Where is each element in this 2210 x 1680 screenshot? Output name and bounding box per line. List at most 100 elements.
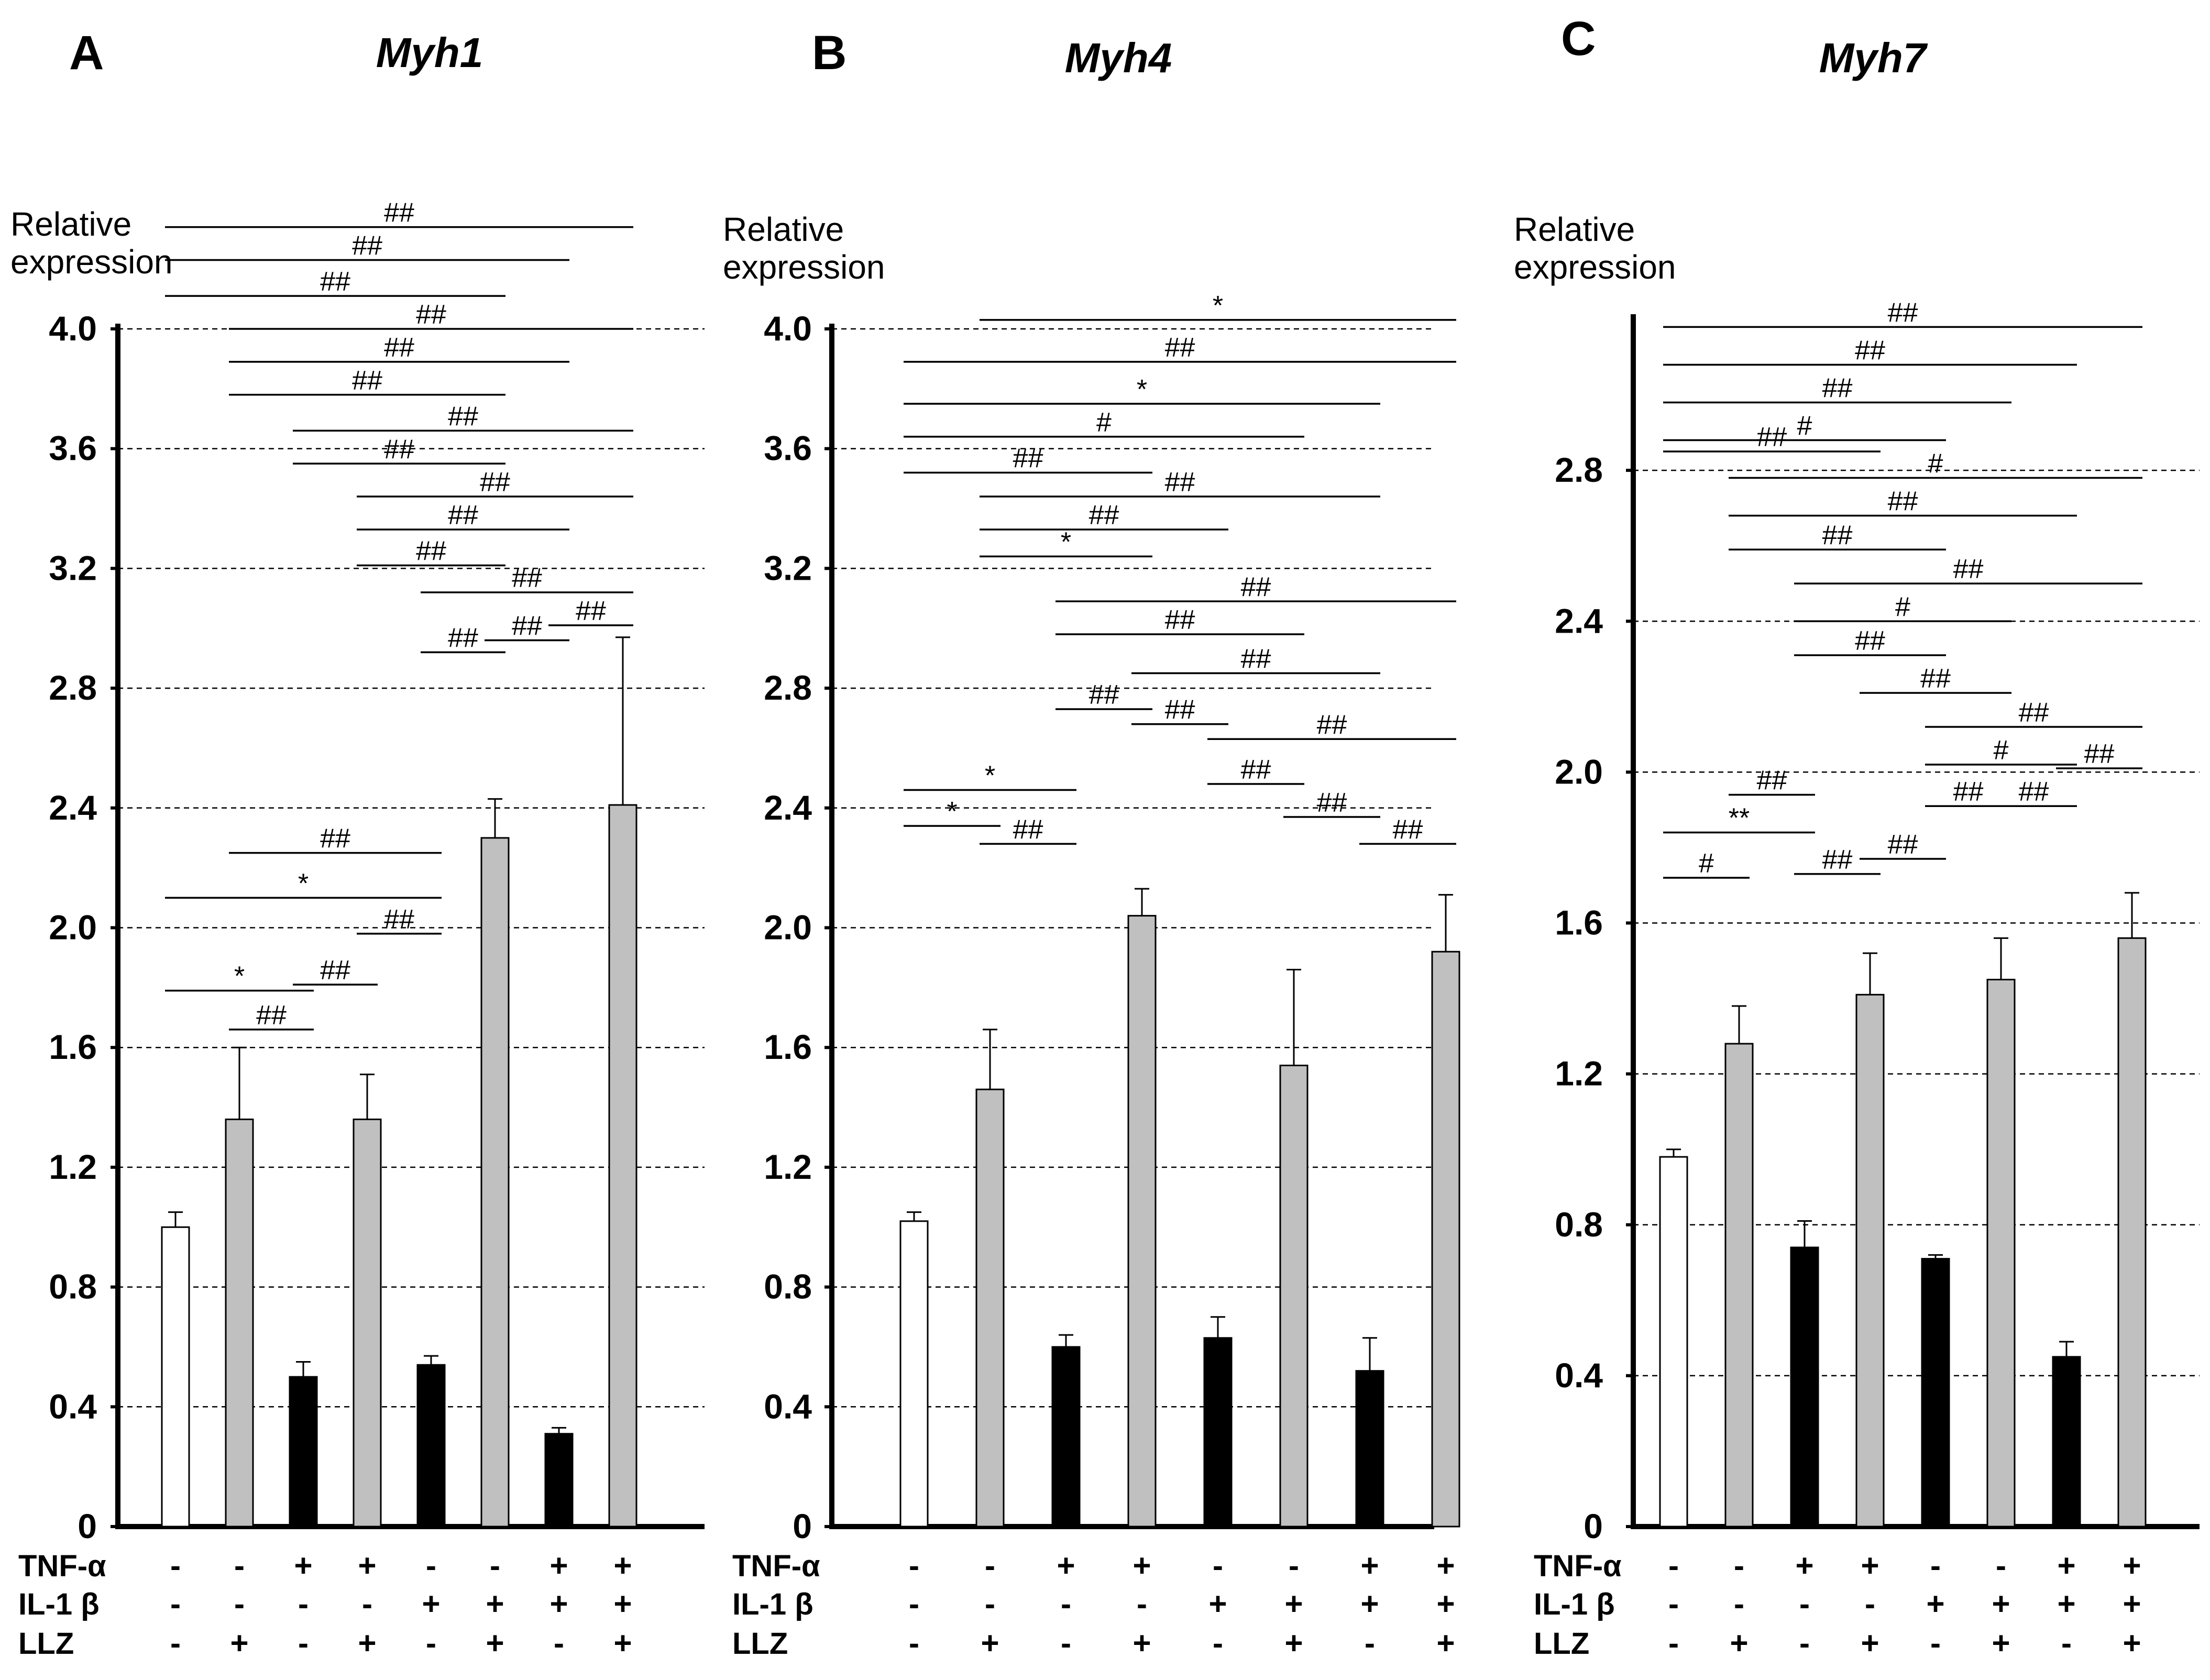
panel-c-condition-value: + xyxy=(1992,1626,2010,1661)
panel-a-tick-label: 3.6 xyxy=(49,429,97,468)
panel-b-sig-label: * xyxy=(1061,527,1071,558)
panel-c-ylabel: Relative expression xyxy=(1514,211,1676,286)
panel-b-tick-label: 2.8 xyxy=(764,668,812,707)
panel-c-condition-value: + xyxy=(1861,1548,1879,1583)
panel-b-ylabel-line1: Relative xyxy=(723,211,844,248)
panel-a-condition-value: + xyxy=(486,1626,504,1661)
panel-a-condition-value: - xyxy=(170,1586,181,1621)
panel-c-condition-value: + xyxy=(2123,1626,2141,1661)
panel-c-tick-label: 2.0 xyxy=(1555,752,1603,791)
panel-a-condition-label: TNF-α xyxy=(18,1549,106,1583)
panel-c-sig-label: ## xyxy=(1855,626,1885,656)
panel-a-bar-4 xyxy=(353,1118,382,1528)
panel-c-sig-label: ## xyxy=(1822,845,1853,875)
panel-a-sig-label: ## xyxy=(480,467,510,498)
panel-b-tick-label: 3.6 xyxy=(764,429,812,468)
panel-a-sig-label: ## xyxy=(384,904,414,935)
panel-c-condition-value: - xyxy=(2061,1626,2072,1661)
panel-b-tick-label: 2.0 xyxy=(764,908,812,947)
panel-c-bar-4 xyxy=(1855,993,1885,1528)
panel-c-tick-label: 2.8 xyxy=(1555,450,1603,489)
panel-b-sig-label: ## xyxy=(1393,814,1423,845)
panel-c-condition-value: + xyxy=(2057,1586,2075,1621)
panel-a: A Myh1 Relative expression 0 0.4 0.8 1.2 1.6… xyxy=(10,26,705,1545)
panel-a-tick-label: 4.0 xyxy=(49,309,97,348)
panel-c-sig-label: ## xyxy=(1953,554,1984,584)
panel-a-sig-label: ## xyxy=(448,401,478,432)
panel-c-ylabel-line2: expression xyxy=(1514,248,1676,286)
panel-c-condition-value: - xyxy=(1734,1586,1744,1621)
panel-c-tick-label: 1.2 xyxy=(1555,1054,1603,1093)
panel-a-tick-label: 0.4 xyxy=(49,1387,97,1425)
panel-c-tick-label: 0.4 xyxy=(1555,1356,1603,1395)
panel-c-bar-6 xyxy=(1986,979,2016,1528)
panel-a-sig-label: ## xyxy=(256,1000,287,1031)
panel-a-sig-label: ## xyxy=(320,955,350,986)
panel-b-sig-label: ## xyxy=(1165,605,1195,635)
panel-b-condition-value: + xyxy=(1057,1548,1075,1583)
panel-b-letter: B xyxy=(812,26,846,80)
panel-b-sig-label: * xyxy=(985,760,995,791)
panel-a-condition-value: + xyxy=(613,1626,632,1661)
panel-c-sig-label: # xyxy=(1699,848,1714,879)
panel-b-condition-value: + xyxy=(1436,1548,1455,1583)
panel-a-bar-1 xyxy=(161,1226,190,1528)
panel-c-sig-label: ## xyxy=(1888,487,1918,517)
panel-a-condition-value: - xyxy=(170,1626,181,1661)
panel-a-bar-5 xyxy=(416,1364,446,1528)
panel-a-tick-label: 1.2 xyxy=(49,1147,97,1186)
panel-a-tick-label: 2.4 xyxy=(49,788,97,827)
panel-a-tick-label: 2.8 xyxy=(49,668,97,707)
panel-b-sig-label: ## xyxy=(1241,755,1271,785)
panel-c-sig-label: # xyxy=(1994,735,2009,766)
panel-a-condition-value: - xyxy=(234,1586,245,1621)
panel-b-sig-label: ## xyxy=(1089,500,1119,530)
panel-a-sig-label: ## xyxy=(576,596,606,626)
panel-a-condition-value: + xyxy=(358,1626,376,1661)
panel-a-tick-label: 3.2 xyxy=(49,548,97,587)
panel-a-conditions: TNF-α - - + + - - + +IL-1 β - - - - + + + +LLZ - + - + - + - + xyxy=(18,1548,632,1661)
panel-a-condition-value: + xyxy=(294,1548,312,1583)
panel-c-condition-value: + xyxy=(2123,1586,2141,1621)
panel-c-sig-label: ## xyxy=(1757,766,1787,796)
panel-a-condition-value: + xyxy=(549,1586,568,1621)
panel-b-condition-value: - xyxy=(1365,1626,1375,1661)
panel-a-condition-value: - xyxy=(170,1548,181,1583)
panel-c-condition-value: - xyxy=(1668,1626,1679,1661)
panel-a-sig-label: * xyxy=(234,961,245,992)
panel-b-condition-value: + xyxy=(1133,1626,1151,1661)
panel-b-condition-value: - xyxy=(1213,1626,1223,1661)
panel-b-sig-label: ## xyxy=(1013,814,1043,845)
panel-c-condition-value: - xyxy=(1668,1586,1679,1621)
panel-b-bar-8 xyxy=(1431,950,1460,1528)
panel-a-sig-label: ## xyxy=(416,300,446,330)
panel-a-bar-8 xyxy=(608,804,637,1528)
panel-a-condition-value: - xyxy=(426,1548,436,1583)
panel-b-sig-label: * xyxy=(1137,374,1147,405)
panel-b-condition-value: + xyxy=(1360,1548,1379,1583)
panel-c-sig-label: ## xyxy=(2084,739,2115,769)
panel-c-title: Myh7 xyxy=(1819,35,1928,81)
panel-b-condition-value: + xyxy=(1208,1586,1227,1621)
panel-c-sig-label: ## xyxy=(1757,422,1787,452)
panel-b-condition-value: - xyxy=(1061,1626,1071,1661)
panel-b-sig-label: # xyxy=(1096,407,1112,438)
panel-c-sig-label: ## xyxy=(1822,373,1853,403)
panel-c-sig-label: # xyxy=(1895,592,1910,622)
panel-a-sig-label: ## xyxy=(448,500,478,530)
panel-a-bar-6 xyxy=(480,837,510,1528)
panel-a-condition-value: - xyxy=(554,1626,564,1661)
panel-a-sig-label: ## xyxy=(512,611,542,642)
panel-a-sig-label: ## xyxy=(512,563,542,593)
panel-b-condition-value: - xyxy=(985,1586,995,1621)
panel-c: C Myh7 Relative expression 0 0.4 0.8 1.2 1.6… xyxy=(1514,12,2200,1545)
panel-b-ylabel: Relative expression xyxy=(723,211,885,286)
panel-a-tick-label: 0 xyxy=(78,1507,97,1545)
panel-b-condition-value: - xyxy=(1213,1548,1223,1583)
panel-b-bar-4 xyxy=(1127,915,1157,1528)
panel-a-bar-3 xyxy=(289,1376,318,1528)
panel-a-condition-value: + xyxy=(422,1586,440,1621)
panel-b-condition-value: - xyxy=(985,1548,995,1583)
panel-c-sig-label: ## xyxy=(1822,520,1853,550)
panel-c-condition-value: + xyxy=(1730,1626,1748,1661)
